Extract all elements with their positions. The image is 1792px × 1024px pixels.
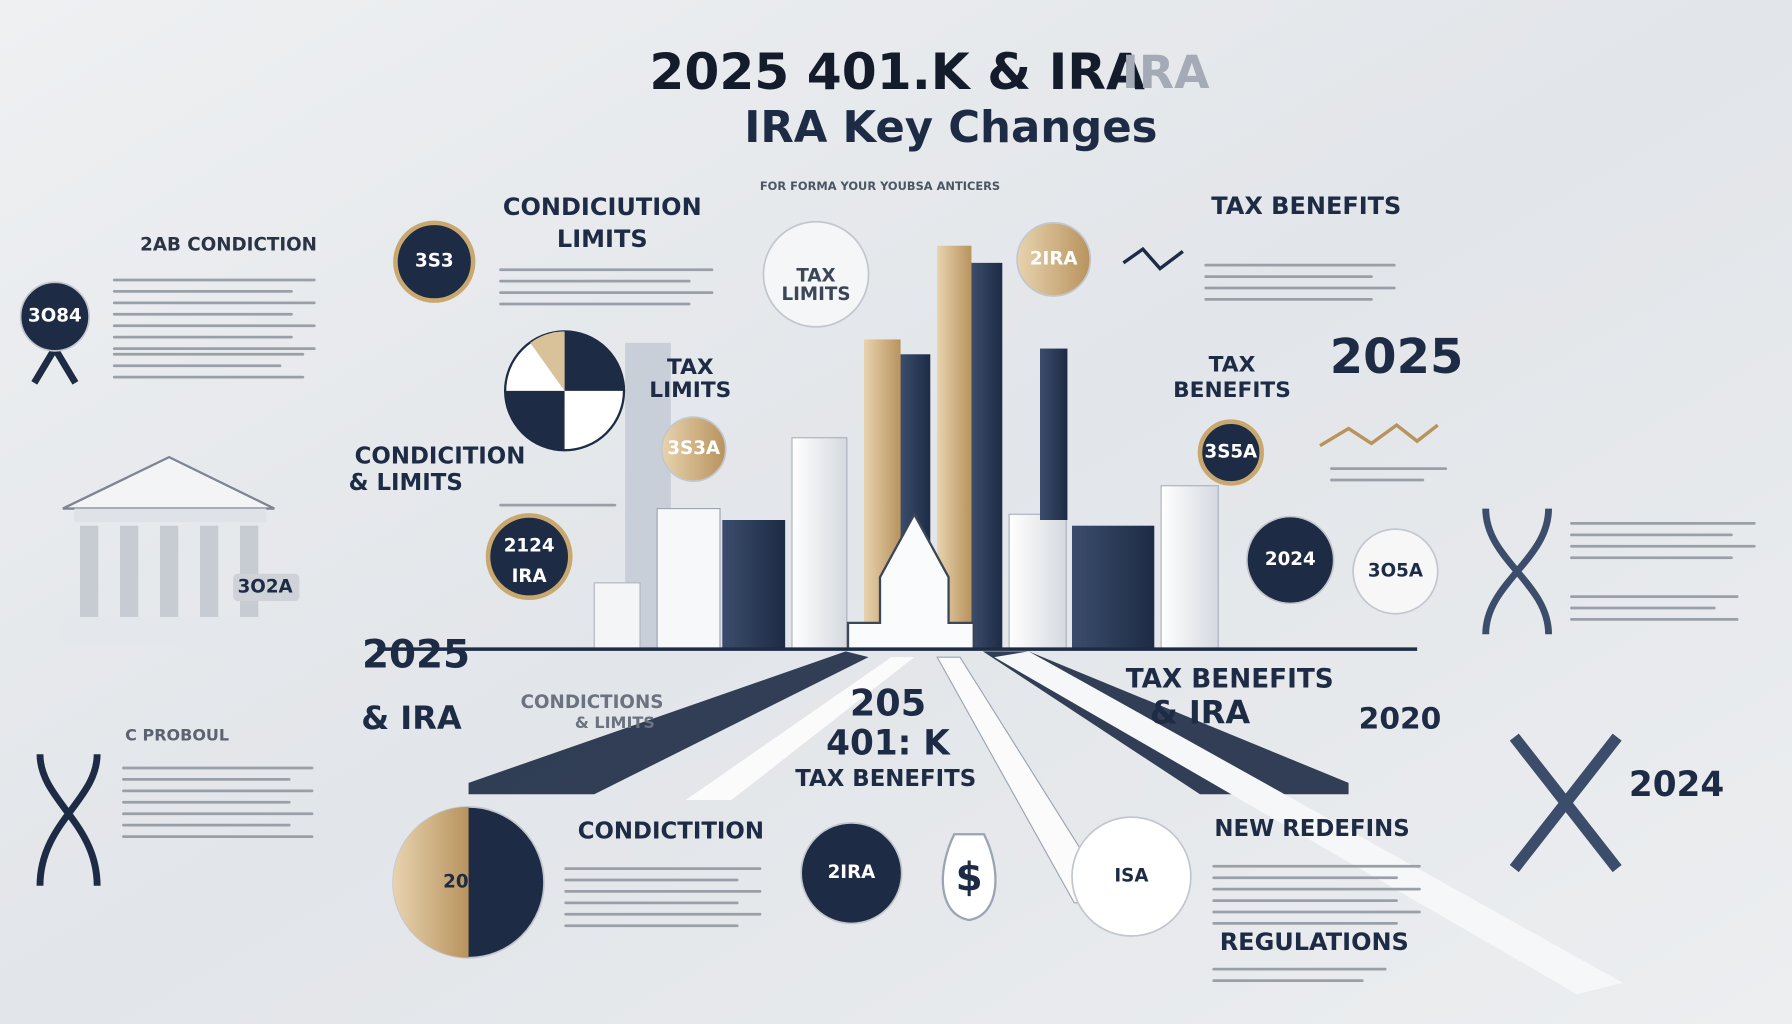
bank <box>62 455 275 646</box>
column <box>120 525 139 618</box>
badge <box>485 513 573 600</box>
heading: 2024 <box>1629 765 1724 805</box>
tower <box>593 582 641 650</box>
heading: 2025 <box>1330 329 1464 385</box>
roads <box>468 651 1623 995</box>
badge-label: 3O5A <box>1368 560 1424 581</box>
heading: CONDICITION <box>355 444 526 470</box>
heading: 2020 <box>1359 702 1442 737</box>
title-echo: IRA <box>1122 46 1210 99</box>
road <box>685 657 915 800</box>
heading: CONDICIUTION <box>503 193 702 221</box>
badge-label: 2IRA <box>828 862 877 883</box>
tower <box>1072 525 1155 650</box>
skyline <box>377 245 1418 651</box>
heading: 2025 <box>362 633 470 678</box>
pie <box>504 330 626 452</box>
badge-label: ISA <box>1114 866 1149 887</box>
tagline: FOR FORMA YOUR YOUBSA ANTICERS <box>760 179 1000 193</box>
badge-label: 3O2A <box>238 576 294 597</box>
badge <box>1071 816 1192 937</box>
text-blocks <box>112 263 1756 982</box>
column <box>80 525 99 618</box>
road <box>994 651 1623 995</box>
badge-label: 3S3A <box>667 438 721 459</box>
column <box>200 525 219 618</box>
heading: CONDICTIONS <box>521 692 664 713</box>
heading: REGULATIONS <box>1220 928 1409 956</box>
badge <box>393 220 476 303</box>
heading: & LIMITS <box>575 713 655 732</box>
tower <box>722 520 786 650</box>
heading: LIMITS <box>649 378 731 403</box>
badge <box>762 220 870 328</box>
bank-base <box>62 617 275 646</box>
bank-beam <box>74 508 267 523</box>
heading: TAX <box>667 355 714 380</box>
badge-half <box>393 806 469 958</box>
badges: 3O84 3S3 2IRA 3S3A 2124 IRA 3S5A 2024 3O5A 2014 2I… <box>19 220 1439 959</box>
badge <box>800 822 903 925</box>
heading: TAX BENEFITS <box>795 766 976 792</box>
badge <box>660 416 727 482</box>
tower <box>1008 513 1067 650</box>
heading: TAX BENEFITS <box>1126 664 1334 694</box>
badge-label: 3S5A <box>1204 442 1258 463</box>
badge <box>1197 419 1264 486</box>
tower <box>971 262 1003 650</box>
heading: TAX <box>1209 353 1256 378</box>
trend <box>1122 246 1184 271</box>
pie-slice <box>530 331 565 391</box>
subtitle: IRA Key Changes <box>744 103 1157 153</box>
capitol <box>846 511 975 651</box>
tag <box>233 573 300 602</box>
heading: CONDICTITION <box>578 819 764 845</box>
heading: & IRA <box>361 699 462 737</box>
tower <box>1160 485 1219 650</box>
heading: & IRA <box>1150 693 1251 731</box>
road <box>468 651 869 795</box>
badge-label: 3S3 <box>415 251 454 272</box>
column <box>240 525 259 618</box>
heading: NEW REDEFINS <box>1214 816 1409 842</box>
helix <box>36 754 101 886</box>
column <box>160 525 179 618</box>
tower <box>1040 348 1068 520</box>
badge <box>1352 528 1439 615</box>
heading: TAX BENEFITS <box>1211 192 1401 220</box>
badge-label: TAX <box>796 266 835 287</box>
pie-slice <box>564 331 624 391</box>
badge-label: 2IRA <box>1030 248 1079 269</box>
heading: BENEFITS <box>1173 378 1291 403</box>
badge-label: 3O84 <box>28 306 82 327</box>
heading: 2AB CONDICTION <box>140 235 317 256</box>
trend <box>1319 422 1439 448</box>
tower <box>791 437 848 650</box>
money-bag <box>941 833 997 922</box>
badge <box>19 281 90 352</box>
heading: 401: K <box>826 724 951 764</box>
title: 2025 401.K & IRA <box>649 42 1145 101</box>
badge-label: IRA <box>512 566 548 587</box>
badge-label: 2024 <box>1265 549 1316 570</box>
badge <box>1246 515 1335 605</box>
cross <box>1509 733 1622 873</box>
heading: LIMITS <box>557 225 648 253</box>
badge-label: LIMITS <box>781 284 850 305</box>
badge-label: 2124 <box>504 535 555 556</box>
helix <box>1482 508 1552 635</box>
badge <box>1016 221 1092 297</box>
badge-label: 2014 <box>443 871 494 892</box>
heading: 205 <box>850 682 926 725</box>
pie-slice <box>505 390 565 451</box>
tower <box>656 507 721 650</box>
badge-label: $ <box>956 856 983 901</box>
heading: C PROBOUL <box>125 726 229 745</box>
heading: & LIMITS <box>349 470 463 496</box>
